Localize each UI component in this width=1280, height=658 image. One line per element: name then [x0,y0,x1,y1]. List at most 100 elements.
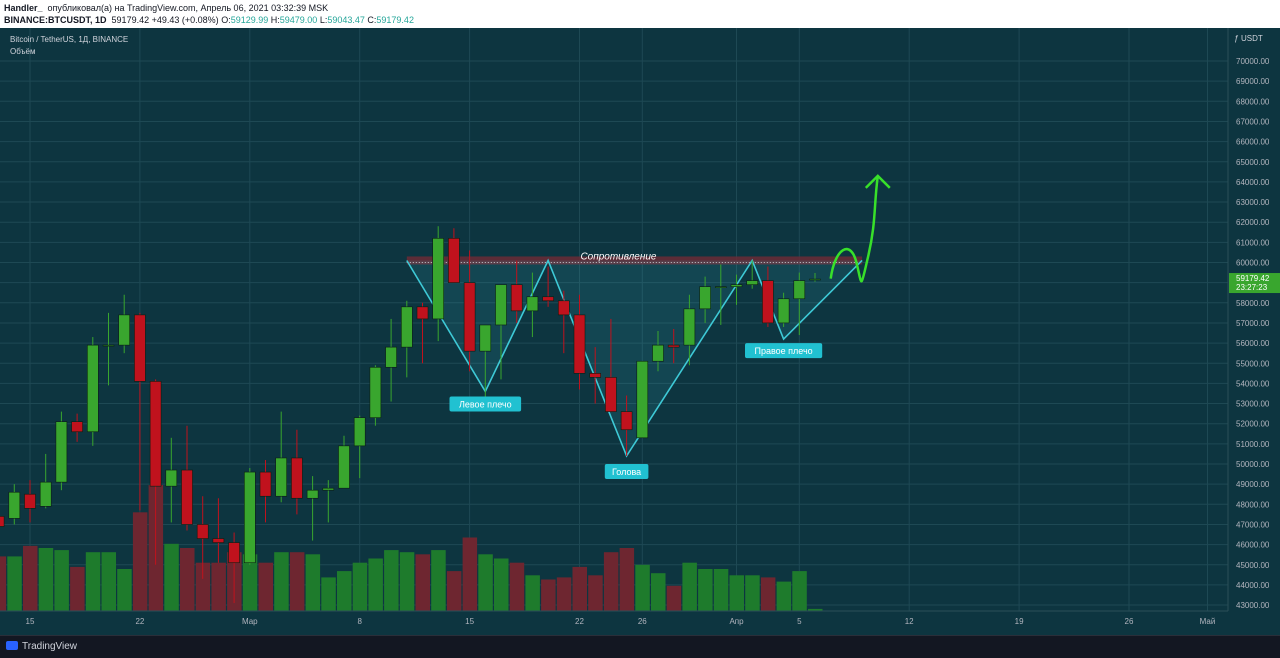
volume-bar [588,575,603,611]
volume-bar [666,585,682,611]
time-tick-label: 5 [797,617,802,626]
countdown-value: 23:27:23 [1236,283,1268,292]
candle-body [699,286,711,310]
volume-bar [682,562,697,611]
candle-body [369,366,382,418]
publication-line: Handler_ опубликовал(а) на TradingView.c… [4,3,328,13]
volume-bar [572,566,587,611]
time-tick-label: Мар [242,617,258,626]
author-name[interactable]: Handler_ [4,3,43,13]
change-value: +49.43 (+0.08%) [151,15,219,25]
currency-label[interactable]: USDT [1241,34,1263,43]
candle-body [526,296,539,312]
brand-name: TradingView [22,641,78,652]
candle-body [400,306,413,348]
candle-body [8,491,21,519]
resistance-zone [406,256,863,265]
candle-body [134,314,146,382]
price-tick-label: 53000.00 [1236,400,1270,409]
volume-bar [368,558,383,611]
volume-bar [101,552,116,611]
volume-bar [132,512,148,611]
candle-body [432,238,445,320]
time-scale-bg[interactable] [0,611,1280,635]
volume-bar [258,562,273,611]
price-tick-label: 66000.00 [1236,138,1270,147]
candle-body [102,344,115,347]
volume-bar [431,550,446,611]
price-tick-label: 52000.00 [1236,420,1270,429]
price-tick-label: 55000.00 [1236,359,1270,368]
forecast-arrowhead [864,174,891,189]
open-value: 59129.99 [230,15,269,25]
time-tick-label: Май [1200,617,1216,626]
candles [0,226,821,604]
tradingview-logo[interactable]: TradingView [6,641,77,652]
price-tick-label: 69000.00 [1236,77,1270,86]
price-tick-label: 54000.00 [1236,379,1270,388]
price-tick-label: 51000.00 [1236,440,1270,449]
legend-volume[interactable]: Объём [10,47,36,56]
candle-body [291,457,303,499]
close-value: 59179.42 [376,15,414,25]
candle-body [605,377,617,412]
volume-bar [619,548,635,611]
candle-body [777,298,790,324]
volume-bar [415,554,430,611]
candle-body [809,278,821,281]
publication-header: Handler_ опубликовал(а) на TradingView.c… [0,0,1280,28]
candle-body [448,238,460,283]
forecast-layer [829,174,891,283]
price-tick-label: 68000.00 [1236,97,1270,106]
candle-body [542,296,554,302]
price-tick-label: 43000.00 [1236,601,1270,610]
candle-body [149,381,162,487]
candle-body [196,524,209,539]
volume-bar [337,571,352,611]
candle-body [259,471,272,497]
candle-body [55,421,68,483]
close-label: C: [367,15,377,25]
candle-body [306,489,319,499]
time-tick-label: Апр [729,617,744,626]
volume-bar [7,556,22,611]
open-label: O: [221,15,231,25]
candle-body [793,280,806,300]
volume-bar [289,552,305,611]
candle-body [762,280,774,324]
last-price-tag [1229,273,1280,294]
right-shoulder-label-bg [745,343,823,359]
price-tick-label: 45000.00 [1236,561,1270,570]
candle-body [322,487,335,491]
volume-bar [478,554,493,611]
left-shoulder-label-bg [449,396,522,412]
volume-bar [698,569,713,611]
last-price: 59179.42 [111,15,150,25]
time-tick-label: 26 [638,617,647,626]
price-tick-label: 49000.00 [1236,480,1270,489]
forecast-curve [829,175,880,283]
price-scale-bg[interactable] [1228,28,1280,611]
price-tick-label: 47000.00 [1236,520,1270,529]
price-tick-label: 61000.00 [1236,238,1270,247]
candle-body [181,469,193,525]
ohlc-line: BINANCE:BTCUSDT, 1D 59179.42 +49.43 (+0.… [4,15,414,25]
price-scale-menu-icon[interactable]: ƒ [1234,34,1239,43]
high-label: H: [270,15,280,25]
volume-bar [729,575,744,611]
candle-body [636,360,649,439]
price-tick-label: 70000.00 [1236,57,1270,66]
volume-bar [556,577,572,611]
volume-bar [384,550,399,611]
head-label-bg [604,463,649,479]
price-tick-label: 60000.00 [1236,259,1270,268]
candlestick-chart[interactable]: Сопротивление Левое плечо Голова Правое пл… [0,28,1280,635]
time-tick-label: 26 [1125,617,1134,626]
candle-body [87,344,99,433]
volume-bar [541,579,556,611]
volume-bar [760,577,776,611]
candle-body [416,306,429,320]
candle-body [228,542,240,564]
legend-title: Bitcoin / TetherUS, 1Д, BINANCE [10,35,128,44]
price-tick-label: 67000.00 [1236,117,1270,126]
